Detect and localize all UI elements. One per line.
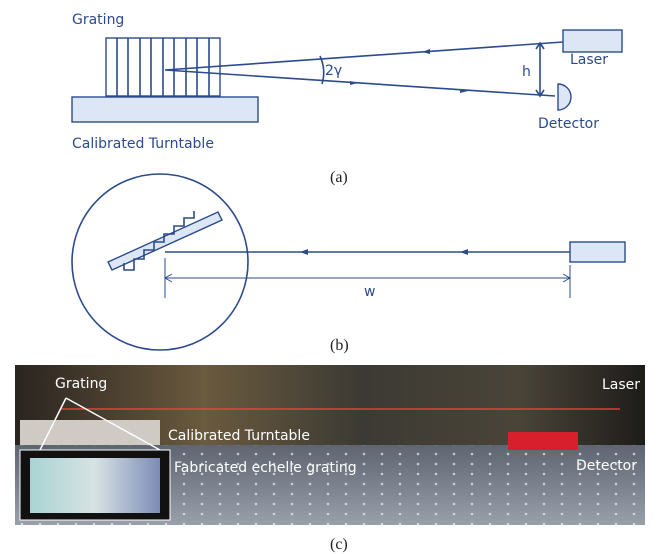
inset-grating — [30, 458, 160, 513]
detector — [558, 84, 571, 110]
laser — [570, 242, 625, 262]
detector-photo — [508, 432, 578, 450]
zoom-circle — [72, 174, 248, 350]
panel-a: Grating Calibrated Turntable 2γ h Laser … — [72, 12, 622, 186]
laser-label: Laser — [570, 52, 608, 68]
turntable-label: Calibrated Turntable — [72, 136, 214, 152]
photo-detector-label: Detector — [576, 458, 637, 474]
photo-turntable-label: Calibrated Turntable — [168, 428, 310, 444]
height-label: h — [522, 64, 531, 80]
laser — [563, 30, 622, 52]
height-arrow — [536, 43, 544, 96]
grating-label: Grating — [72, 12, 124, 28]
angle-label: 2γ — [325, 63, 342, 79]
photo-grating-label: Grating — [55, 376, 107, 392]
caption-a: (a) — [330, 169, 348, 186]
photo-inset-label: Fabricated echelle grating — [174, 460, 357, 476]
detector-label: Detector — [538, 116, 599, 132]
photo-laser-label: Laser — [602, 377, 640, 393]
turntable-photo — [20, 420, 160, 445]
distance-label: w — [364, 284, 375, 300]
panel-c: Grating Laser Calibrated Turntable Fabri… — [15, 365, 645, 553]
caption-b: (b) — [330, 337, 349, 354]
caption-c: (c) — [330, 536, 348, 553]
beams — [165, 42, 563, 96]
turntable — [72, 97, 258, 122]
panel-b: w (b) — [72, 174, 625, 354]
figure: Grating Calibrated Turntable 2γ h Laser … — [0, 0, 659, 554]
